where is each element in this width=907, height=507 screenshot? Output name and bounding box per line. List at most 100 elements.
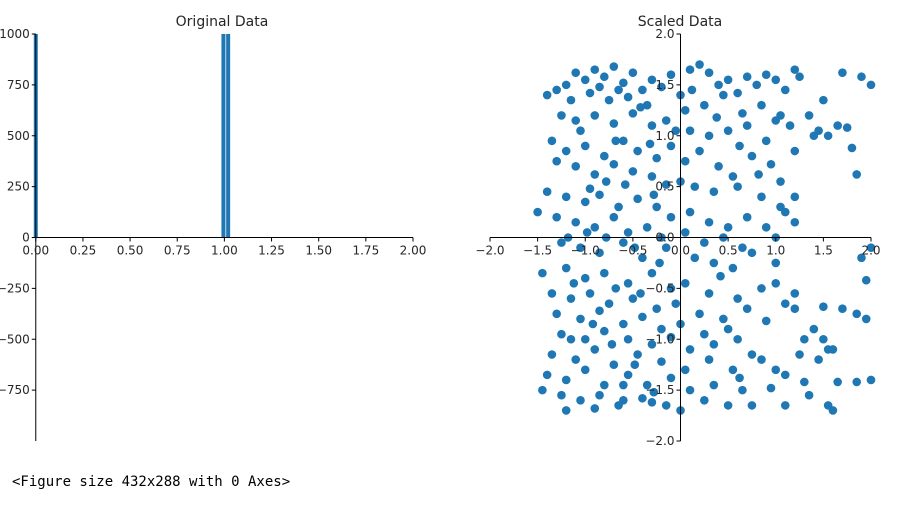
chart2-y-ticks: −2.0 −1.5 −1.0 −0.5 0.0 0.5 1.0 1.5 2.0 — [645, 27, 681, 448]
chart2-point-80 — [766, 159, 776, 169]
chart2-point-57 — [671, 126, 681, 135]
chart2-point-132 — [728, 263, 738, 273]
chart2-point-186 — [747, 350, 757, 359]
chart2-point-71 — [619, 136, 628, 146]
chart2-point-35 — [857, 72, 866, 82]
chart1-y-tick-label: 1000 — [0, 27, 30, 41]
chart2-point-133 — [747, 248, 757, 258]
chart2-x-tick-label: −1.0 — [571, 244, 600, 258]
chart2-point-245 — [645, 139, 655, 149]
chart2-point-148 — [771, 278, 781, 288]
chart2-point-40 — [738, 109, 747, 118]
chart2-point-264 — [687, 85, 697, 95]
chart2-x-tick-label: −2.0 — [475, 244, 504, 258]
chart2-point-228 — [700, 396, 709, 405]
chart2-point-135 — [857, 253, 866, 263]
chart2-point-267 — [754, 170, 763, 179]
chart1-y-tick-label: −750 — [0, 383, 30, 397]
chart2-y-tick-label: 1.5 — [655, 78, 674, 92]
chart1-x-tick-label: 1.75 — [352, 244, 379, 258]
chart2-point-157 — [652, 304, 661, 314]
chart2-point-17 — [657, 82, 666, 92]
chart2-point-68 — [561, 146, 571, 156]
chart2-point-120 — [700, 238, 709, 247]
chart2-point-154 — [585, 289, 595, 298]
chart1-x-tick-label: 0.00 — [22, 244, 49, 258]
chart2-point-66 — [823, 131, 833, 141]
chart2-x-tick-label: 1.0 — [766, 244, 785, 258]
chart2-point-149 — [790, 289, 800, 298]
chart2-point-158 — [671, 299, 681, 308]
chart2-point-33 — [819, 95, 828, 105]
chart2-point-248 — [620, 180, 630, 189]
chart2-point-27 — [752, 80, 761, 90]
chart2-point-171 — [700, 329, 709, 339]
chart2-point-65 — [809, 131, 819, 141]
chart2-point-150 — [780, 299, 790, 308]
chart2-point-174 — [838, 304, 847, 314]
chart2-point-12 — [566, 95, 576, 105]
chart2-point-20 — [685, 65, 695, 74]
chart2-point-86 — [628, 167, 638, 176]
chart2-point-46 — [833, 121, 842, 130]
chart2-point-203 — [814, 355, 823, 364]
chart2-point-208 — [600, 380, 609, 390]
chart2-point-257 — [636, 289, 645, 298]
chart2-point-199 — [728, 365, 738, 375]
chart2-point-0 — [561, 80, 571, 90]
chart2-point-195 — [633, 350, 642, 359]
chart2-point-235 — [561, 406, 571, 415]
chart2-x-tick-label: 1.5 — [814, 244, 833, 258]
chart2-point-147 — [757, 284, 766, 293]
chart2-point-11 — [542, 90, 552, 100]
chart2-point-48 — [847, 143, 857, 153]
chart1-x-tick-label: 1.25 — [258, 244, 285, 258]
chart2-point-243 — [576, 126, 585, 135]
chart2-point-230 — [747, 401, 757, 410]
chart2-point-236 — [590, 404, 600, 413]
chart2-point-196 — [657, 357, 666, 366]
chart2-y-tick-label: −2.0 — [645, 434, 674, 448]
chart2-point-244 — [611, 136, 621, 146]
chart2-point-198 — [704, 355, 714, 364]
chart2-point-181 — [647, 340, 657, 349]
chart2-point-52 — [590, 111, 600, 120]
chart2-point-213 — [709, 380, 719, 390]
chart1-title: Original Data — [176, 14, 269, 30]
chart2-point-130 — [690, 253, 700, 263]
chart2-x-tick-label: 2.0 — [861, 244, 880, 258]
chart2-point-183 — [685, 345, 695, 354]
chart2-point-99 — [580, 197, 590, 207]
chart1-y-tick-label: −500 — [0, 332, 30, 346]
chart2-point-263 — [619, 380, 628, 390]
chart2-point-200 — [757, 355, 766, 364]
chart2-point-212 — [685, 385, 695, 395]
chart2-point-109 — [761, 223, 771, 232]
chart1-x-tick-label: 0.50 — [117, 244, 144, 258]
chart2-point-162 — [790, 304, 800, 314]
chart2-point-256 — [611, 284, 621, 293]
chart2-y-tick-label: 1.0 — [655, 129, 674, 143]
chart2-point-259 — [607, 340, 617, 349]
chart2-point-8 — [638, 85, 647, 95]
chart2-point-226 — [661, 401, 671, 410]
chart2-point-105 — [685, 207, 695, 217]
chart1-x-tick-label: 0.25 — [70, 244, 97, 258]
chart2-point-232 — [804, 390, 814, 400]
chart2-point-100 — [595, 190, 604, 200]
chart2-point-92 — [733, 182, 742, 191]
chart2-point-167 — [619, 319, 628, 329]
chart2-point-90 — [690, 182, 700, 191]
chart2-point-73 — [652, 153, 661, 163]
figure: Original Data 0.00 0.25 0.50 0.75 1.00 1.25 1.… — [0, 14, 881, 448]
chart2-point-61 — [742, 121, 752, 130]
chart2-point-127 — [619, 238, 628, 247]
chart1-x-tick-label: 1.00 — [211, 244, 238, 258]
chart2-point-49 — [852, 170, 862, 179]
chart2-point-210 — [642, 380, 652, 390]
chart2-point-22 — [704, 68, 714, 77]
chart2-point-6 — [619, 78, 628, 88]
chart2-point-266 — [735, 141, 744, 151]
chart2-point-163 — [819, 302, 828, 311]
chart2-point-255 — [569, 278, 579, 288]
